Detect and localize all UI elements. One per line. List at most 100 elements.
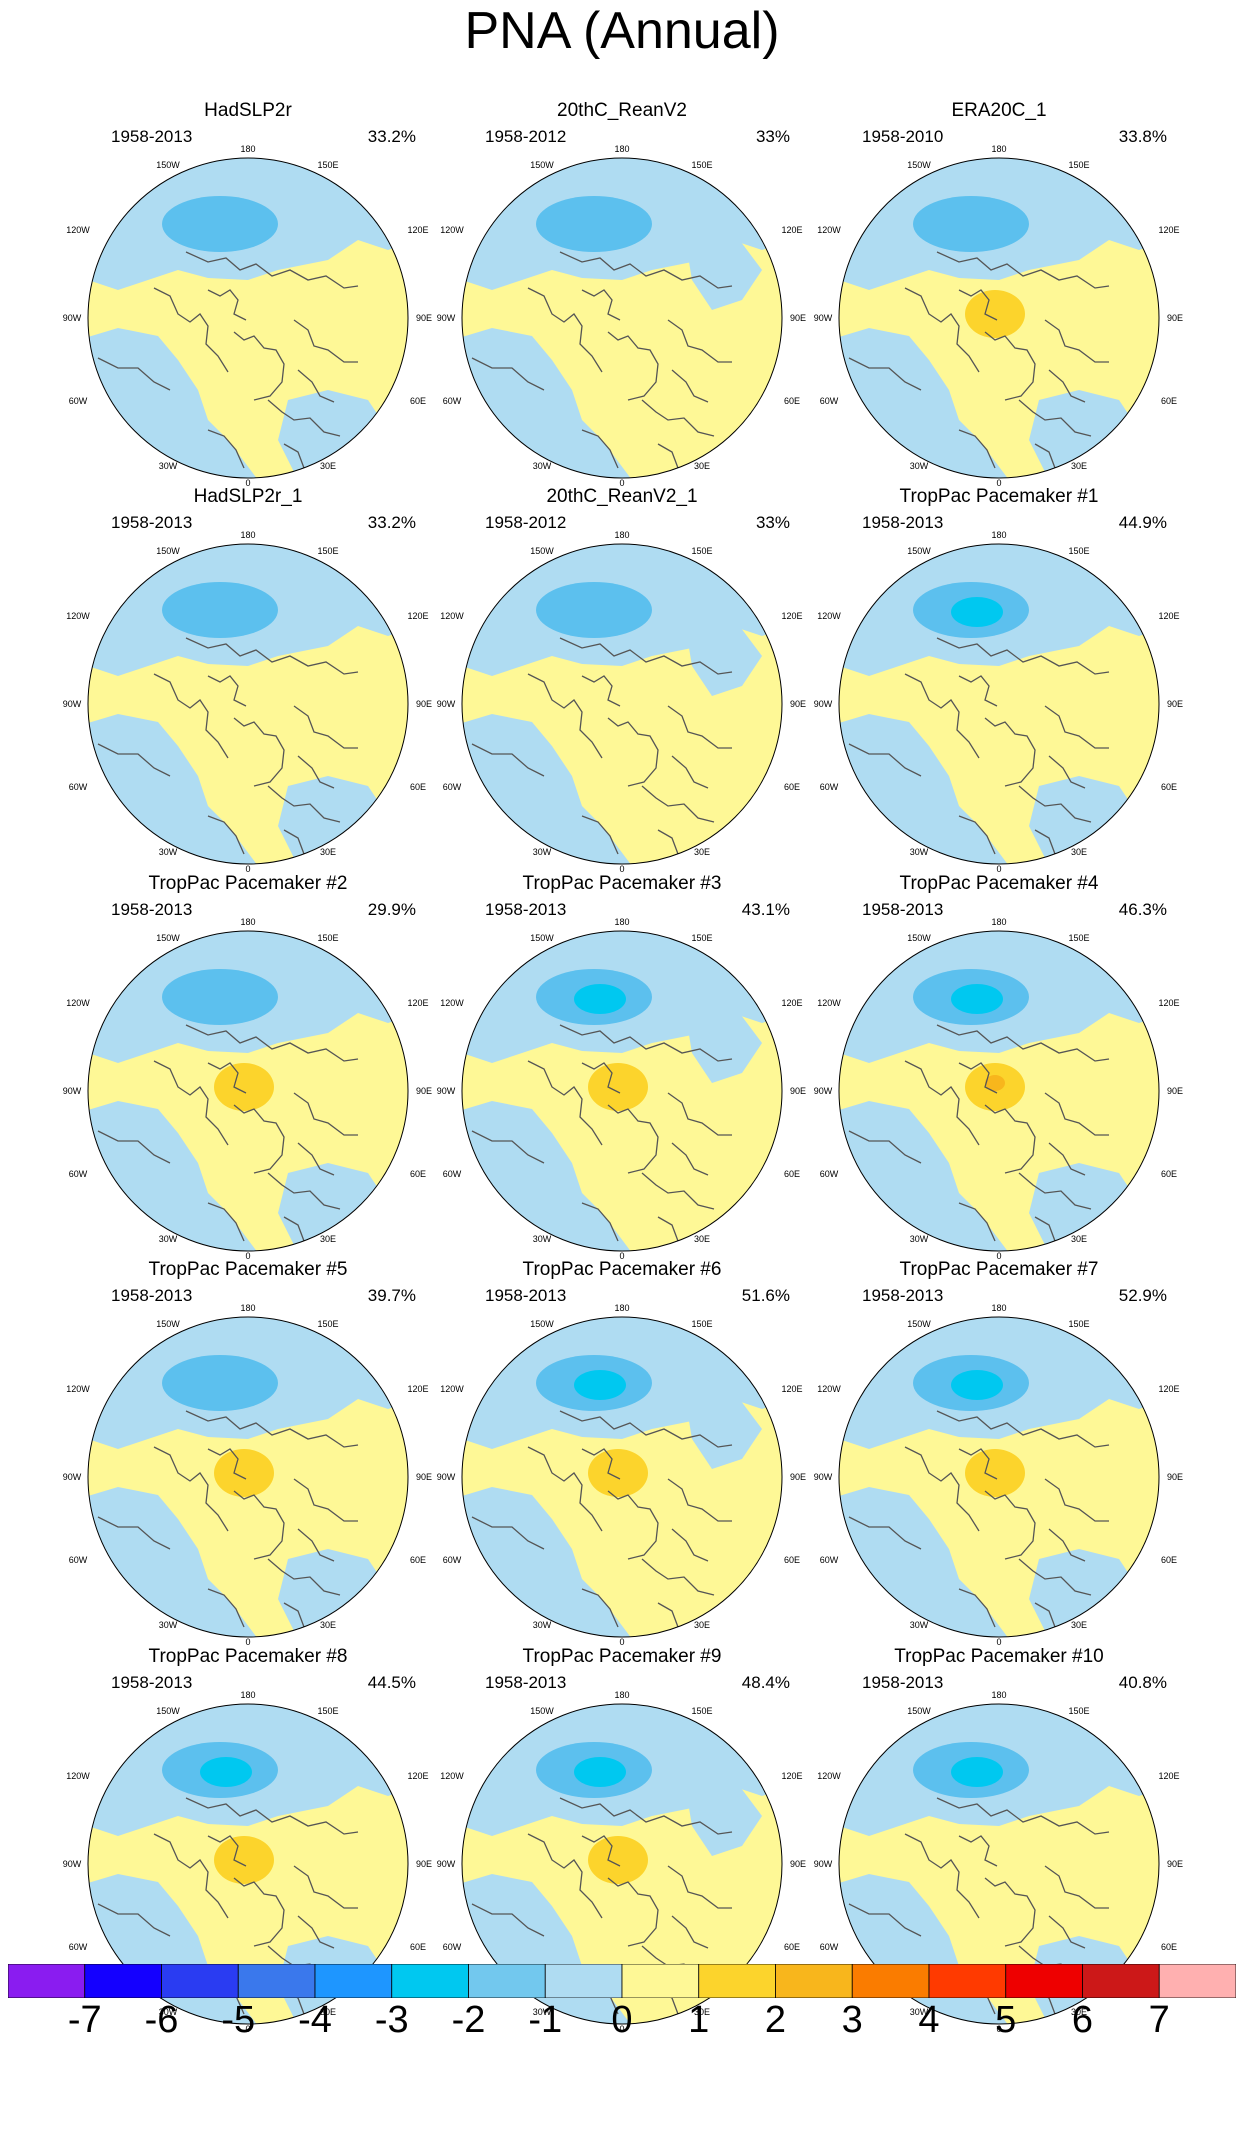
positive-field (88, 1317, 408, 1637)
coastline (267, 785, 341, 823)
lon-label-nw: 150W (530, 933, 554, 943)
coastline (153, 287, 229, 373)
map-field (88, 931, 408, 1251)
map-rim (838, 930, 1160, 1252)
panel-period: 1958-2012 (485, 127, 567, 146)
lon-label-ene: 120E (781, 611, 802, 621)
coastline (1044, 705, 1109, 749)
panel-variance: 33% (755, 513, 790, 532)
lon-label-sw: 30W (910, 847, 929, 857)
lon-label-ese: 60E (1161, 1942, 1177, 1952)
colorbar-tick-label: -5 (221, 1999, 256, 2041)
lon-label-nw: 150W (530, 1706, 554, 1716)
coastline (607, 331, 659, 401)
lon-label-wsw: 60W (443, 782, 462, 792)
coastline (233, 1877, 285, 1947)
lon-label-wnw: 120W (440, 1384, 464, 1394)
lon-label-wnw: 120W (817, 1384, 841, 1394)
coastline (1044, 1865, 1109, 1909)
lon-label-ese: 60E (784, 396, 800, 406)
colorbar-swatch (8, 1964, 86, 1998)
map-rim (838, 1316, 1160, 1638)
lon-label-wnw: 120W (817, 998, 841, 1008)
positive-field (839, 158, 1159, 478)
lon-label-se: 30E (694, 1234, 710, 1244)
map-rim (838, 1703, 1160, 2025)
negative-region (682, 993, 762, 1083)
panel-variance: 33.2% (367, 127, 416, 146)
coastlines (471, 637, 733, 855)
lon-label-east: 90E (790, 313, 806, 323)
lon-label-wsw: 60W (69, 396, 88, 406)
coastline (667, 705, 732, 749)
coastline (958, 1835, 998, 1867)
lon-label-west: 90W (63, 1472, 82, 1482)
coastline (97, 357, 171, 391)
lon-label-wsw: 60W (820, 396, 839, 406)
panel-variance: 44.5% (367, 1673, 416, 1692)
lon-label-ese: 60E (410, 1169, 426, 1179)
lon-label-se: 30E (1071, 1620, 1087, 1630)
lon-label-se: 30E (694, 1620, 710, 1630)
lon-label-sw: 30W (910, 2007, 929, 2017)
lon-label-ne: 150E (317, 1706, 338, 1716)
coastline (958, 1202, 996, 1242)
colorbar-swatch (1005, 1964, 1083, 1998)
panel-title: TropPac Pacemaker #1 (899, 486, 1099, 507)
lon-label-se: 30E (694, 461, 710, 471)
coastline (267, 399, 341, 437)
coastline (848, 357, 922, 391)
lon-label-se: 30E (320, 2007, 336, 2017)
coastline (471, 1516, 545, 1550)
coastline (207, 429, 245, 469)
lon-label-east: 90E (790, 1859, 806, 1869)
colorbar-tick-label: 2 (764, 1999, 787, 2041)
map-rim (461, 1703, 783, 2025)
coastline (848, 1130, 922, 1164)
lon-label-wnw: 120W (66, 225, 90, 235)
lon-label-south: 0 (996, 1251, 1001, 1261)
coastline (293, 1865, 358, 1909)
coastline (527, 1446, 603, 1532)
coastline (667, 1865, 732, 1909)
coastline (527, 1060, 603, 1146)
coastline (958, 1448, 998, 1480)
lon-label-sw: 30W (533, 2007, 552, 2017)
lon-label-ese: 60E (410, 1942, 426, 1952)
coastline (657, 829, 679, 855)
lon-label-west: 90W (437, 699, 456, 709)
coastline (153, 1060, 229, 1146)
panel-variance: 46.3% (1118, 900, 1167, 919)
lon-label-south: 0 (996, 2024, 1001, 2034)
low-pressure-center (951, 597, 1003, 627)
colorbar-swatch (544, 1964, 623, 1998)
lon-label-sw: 30W (159, 1234, 178, 1244)
lon-label-ne: 150E (691, 546, 712, 556)
coastline (283, 443, 305, 469)
panel-period: 1958-2013 (485, 1673, 567, 1692)
lon-label-east: 90E (416, 1086, 432, 1096)
lon-label-south: 0 (245, 1637, 250, 1647)
map-field (88, 544, 408, 864)
lon-label-east: 90E (1167, 1859, 1183, 1869)
map-panel-pacemaker-5: TropPac Pacemaker #5 1958-2013 39.7% 180… (58, 1259, 438, 1647)
lon-label-se: 30E (1071, 2007, 1087, 2017)
coastline (207, 1448, 247, 1480)
high-pressure-core (588, 1836, 648, 1884)
lon-label-east: 90E (790, 1086, 806, 1096)
panel-title: TropPac Pacemaker #5 (148, 1259, 348, 1280)
lon-label-west: 90W (437, 1086, 456, 1096)
negative-region (682, 606, 762, 696)
low-pressure-core (536, 582, 652, 638)
map-panel-pacemaker-4: TropPac Pacemaker #4 1958-2013 46.3% 180… (809, 873, 1189, 1261)
coastline (904, 1446, 980, 1532)
lon-label-west: 90W (814, 699, 833, 709)
coastline (267, 1172, 341, 1210)
lon-label-wsw: 60W (820, 1942, 839, 1952)
lon-label-south: 0 (619, 1251, 624, 1261)
positive-field (839, 1317, 1159, 1637)
map-field (462, 158, 782, 478)
lon-label-se: 30E (320, 461, 336, 471)
lon-label-nw: 150W (156, 1319, 180, 1329)
panel-title: HadSLP2r_1 (193, 486, 303, 507)
